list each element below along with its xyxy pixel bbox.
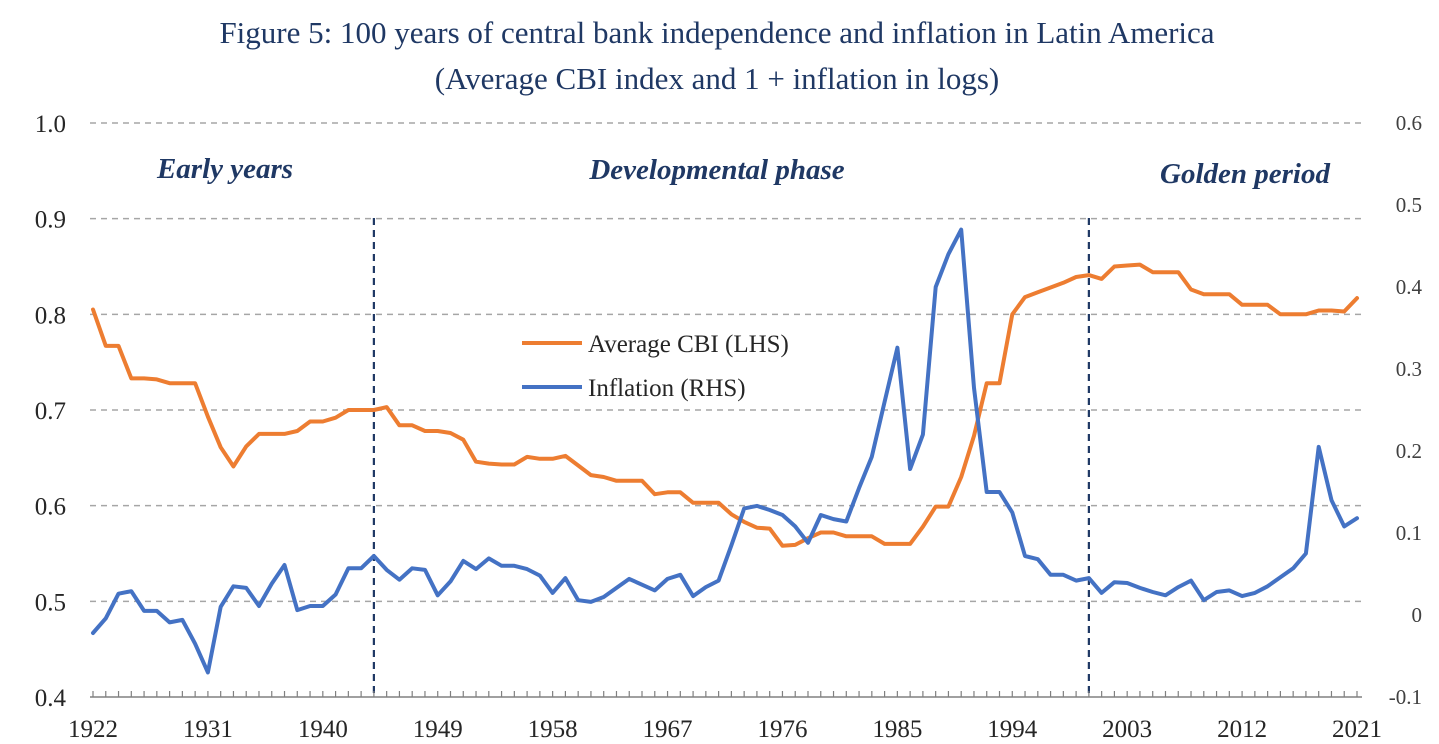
x-tick-label: 1931 [183,716,233,743]
x-tick-label: 1976 [757,716,807,743]
chart-subtitle: (Average CBI index and 1 + inflation in … [435,61,999,96]
left-y-tick-label: 0.8 [35,302,66,329]
x-tick-label: 1922 [68,716,118,743]
legend-label-inflation: Inflation (RHS) [588,375,746,402]
right-y-tick-label: 0.2 [1396,439,1422,463]
phase-label-early-years: Early years [156,153,293,185]
x-tick-label: 2021 [1332,716,1382,743]
x-tick-label: 1994 [987,716,1038,743]
phase-label-developmental-phase: Developmental phase [588,154,844,186]
right-y-tick-label: 0.4 [1396,275,1423,299]
left-y-tick-label: 1.0 [35,111,66,138]
inflation-series-line [91,227,1359,675]
left-y-tick-label: 0.7 [35,398,66,425]
left-y-tick-label: 0.5 [35,589,66,616]
x-tick-label: 1940 [298,716,348,743]
legend-label-cbi: Average CBI (LHS) [588,331,789,358]
left-y-tick-label: 0.6 [35,494,66,521]
right-y-axis-ticks: -0.1 0 0.1 0.2 0.3 0.4 0.5 0.6 [1389,111,1423,709]
right-y-tick-label: -0.1 [1389,685,1422,709]
x-tick-label: 1949 [413,716,463,743]
x-axis-ticks: 1922 1931 1940 1949 1958 1967 1976 1985 1994 2003… [68,716,1382,743]
x-tick-label: 2003 [1102,716,1152,743]
right-y-tick-label: 0.6 [1396,111,1422,135]
x-tick-label: 2012 [1217,716,1267,743]
phase-dividers [372,218,1090,697]
x-tick-label: 1958 [528,716,578,743]
series-lines [91,227,1359,675]
right-y-tick-label: 0.5 [1396,193,1422,217]
x-tick-label: 1967 [643,716,693,743]
left-y-tick-label: 0.4 [35,685,67,712]
x-tick-label: 1985 [872,716,922,743]
gridlines [90,122,1362,603]
right-y-tick-label: 0.1 [1396,521,1422,545]
cbi-series-line [91,262,1359,548]
right-y-tick-label: 0.3 [1396,357,1422,381]
left-y-axis-ticks: 0.4 0.5 0.6 0.7 0.8 0.9 1.0 [35,111,67,712]
left-y-tick-label: 0.9 [35,207,66,234]
legend: Average CBI (LHS) Inflation (RHS) [522,331,789,402]
chart-title: Figure 5: 100 years of central bank inde… [219,15,1214,50]
phase-label-golden-period: Golden period [1160,158,1330,190]
x-axis [90,691,1362,698]
right-y-tick-label: 0 [1412,603,1423,627]
